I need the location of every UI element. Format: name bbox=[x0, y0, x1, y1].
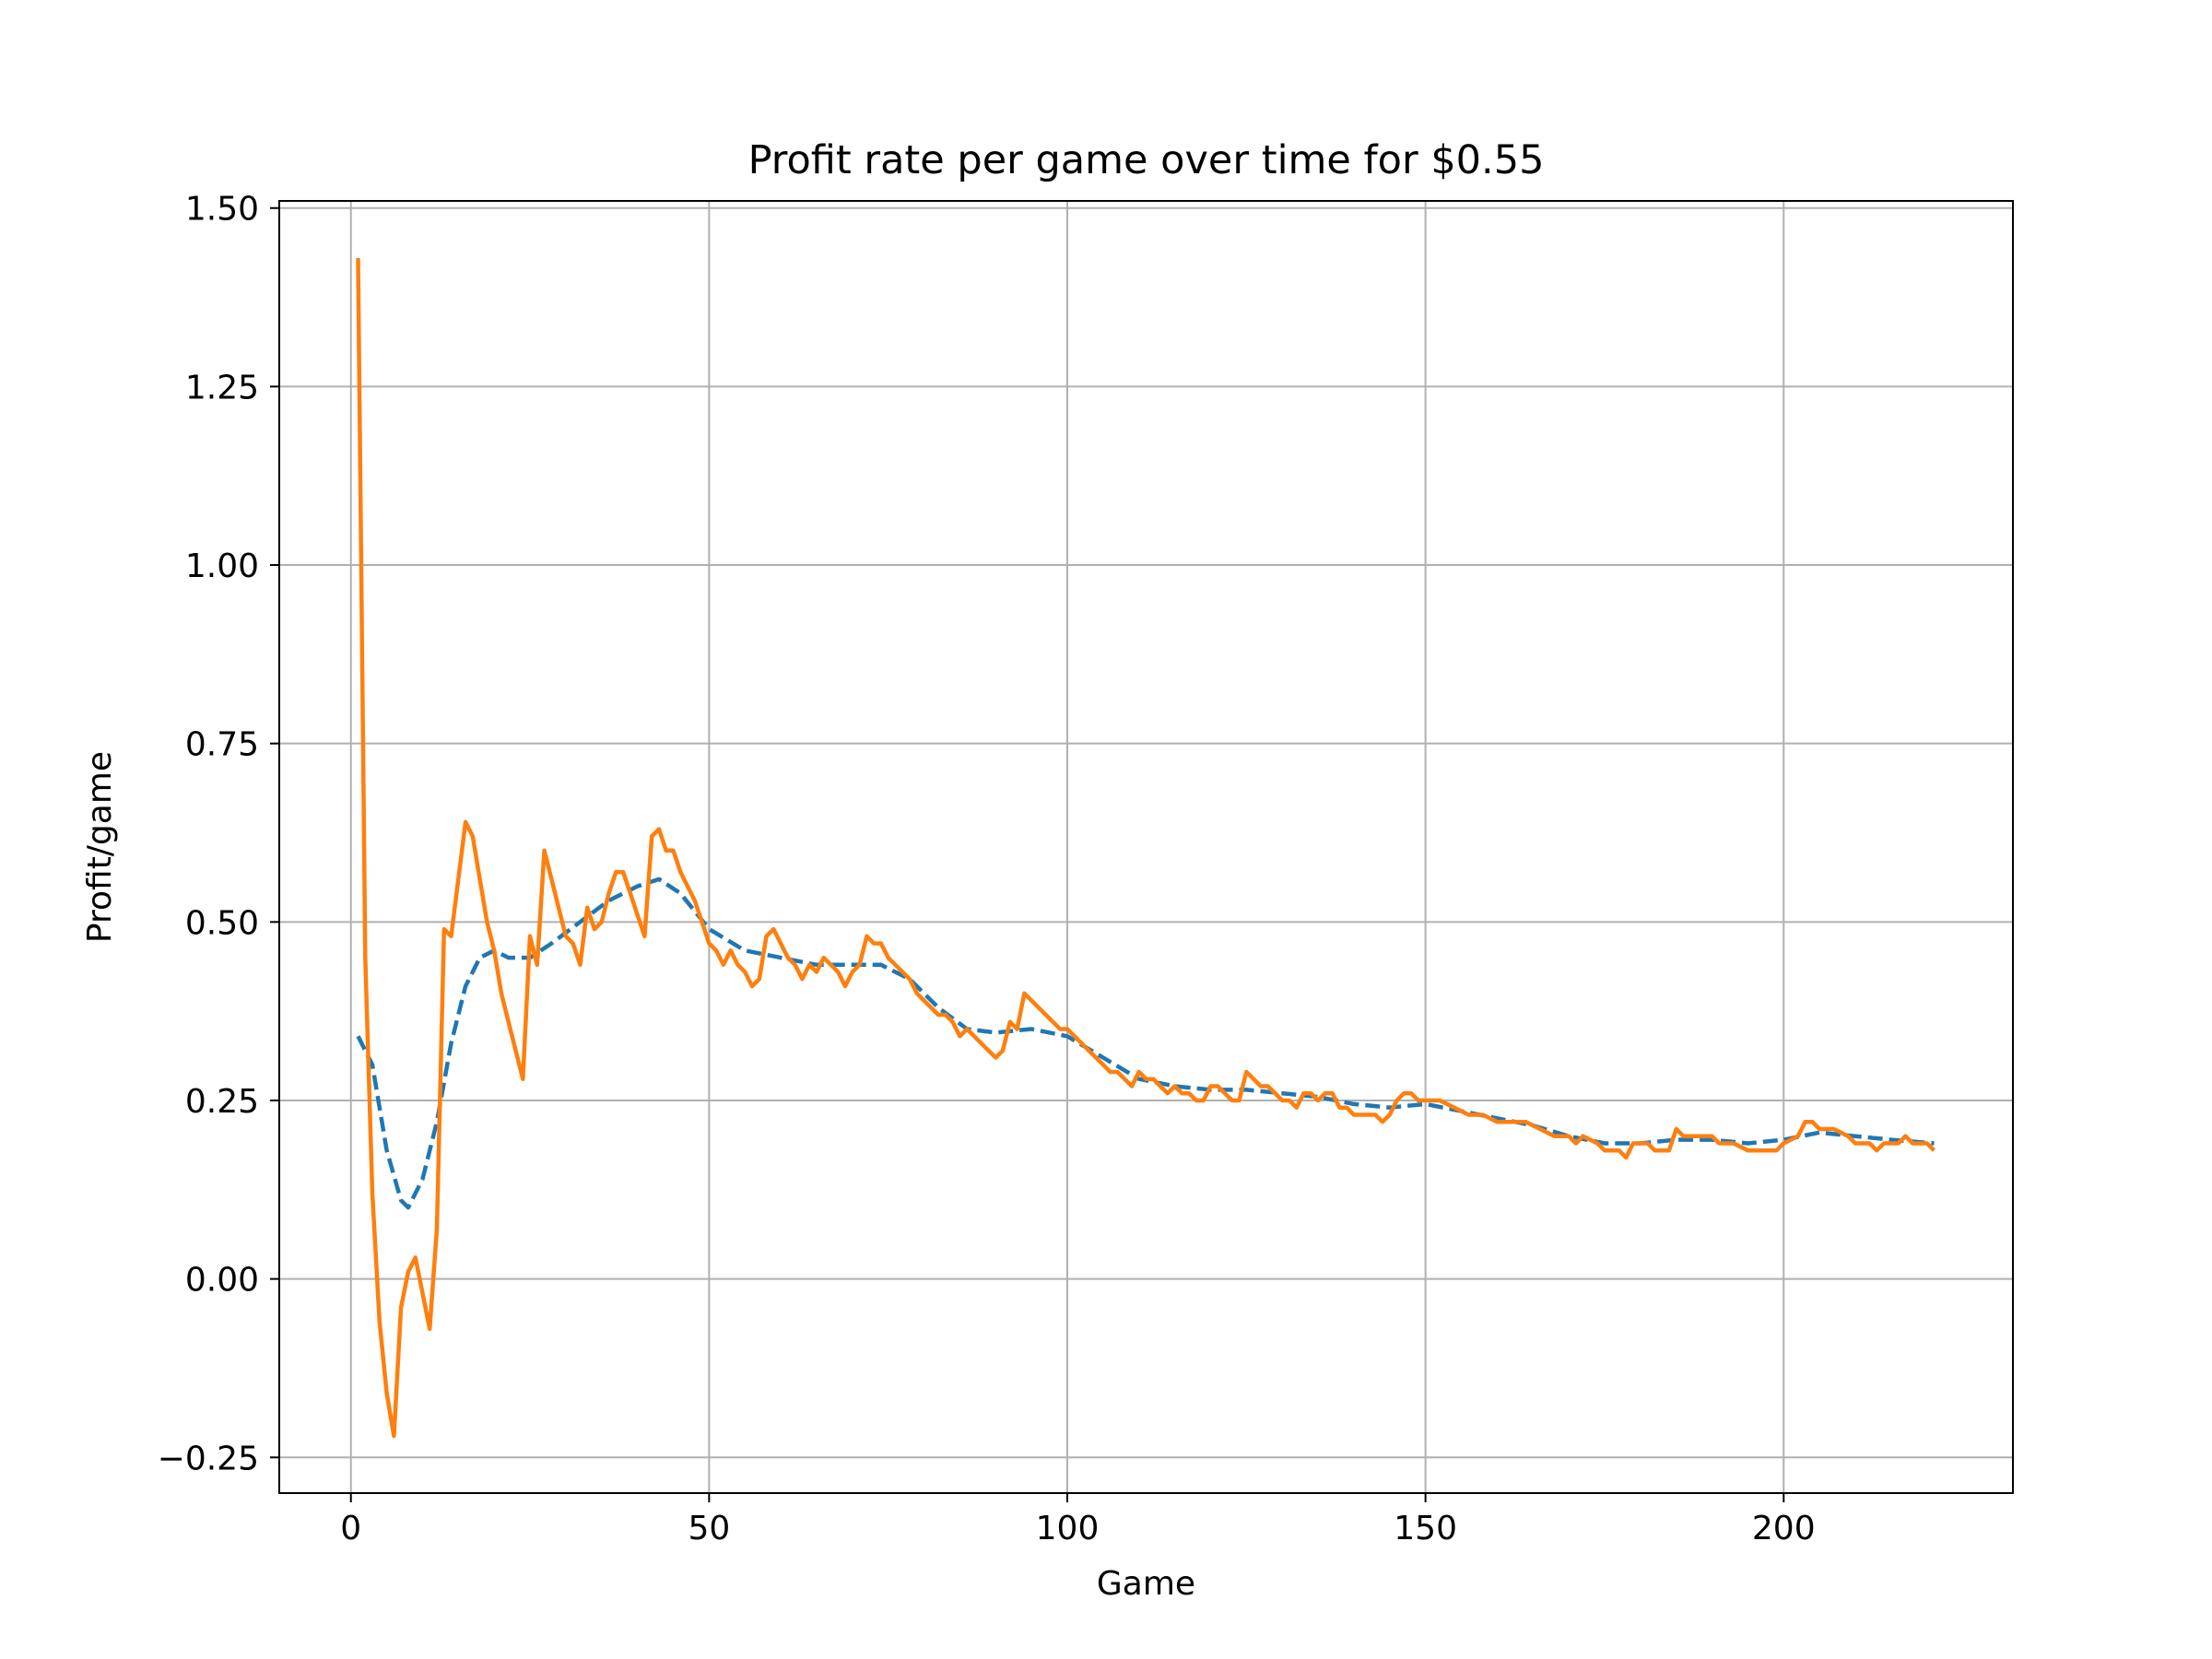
grid-lines bbox=[279, 201, 2013, 1493]
y-tick-label: −0.25 bbox=[158, 1440, 259, 1477]
y-axis-ticks: −0.25 0.00 0.25 0.50 0.75 1.00 1.25 1.50 bbox=[158, 191, 279, 1477]
series-layer bbox=[356, 257, 1936, 1439]
x-tick-label: 0 bbox=[340, 1510, 361, 1547]
series-line-2 bbox=[356, 257, 1936, 1439]
x-axis-title: Game bbox=[1097, 1565, 1195, 1603]
y-tick-label: 1.00 bbox=[185, 547, 259, 585]
y-tick-label: 0.00 bbox=[185, 1262, 259, 1300]
y-tick-label: 0.25 bbox=[185, 1083, 259, 1121]
x-tick-label: 200 bbox=[1752, 1510, 1816, 1547]
y-axis-title: Profit/game bbox=[81, 751, 119, 943]
y-tick-label: 1.25 bbox=[185, 369, 259, 406]
y-tick-label: 0.75 bbox=[185, 726, 259, 764]
x-axis-ticks: 0 50 100 150 200 bbox=[340, 1493, 1816, 1547]
chart-title: Profit rate per game over time for $0.55 bbox=[748, 137, 1545, 183]
x-tick-label: 150 bbox=[1394, 1510, 1457, 1547]
y-tick-label: 1.50 bbox=[185, 191, 259, 229]
x-tick-label: 50 bbox=[688, 1510, 730, 1547]
y-tick-label: 0.50 bbox=[185, 904, 259, 942]
plot-area-frame bbox=[278, 200, 2014, 1494]
x-tick-label: 100 bbox=[1036, 1510, 1100, 1547]
